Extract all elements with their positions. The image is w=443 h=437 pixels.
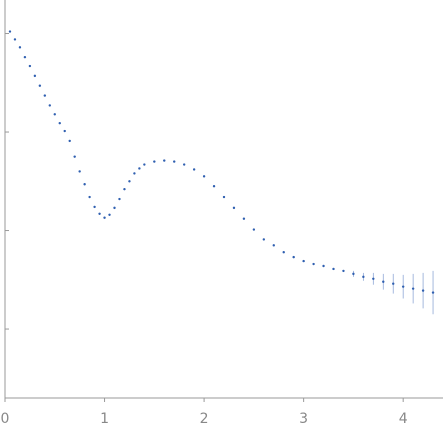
data-point (133, 172, 136, 175)
data-point (63, 129, 66, 133)
data-point (252, 228, 256, 231)
data-point (53, 113, 56, 116)
data-point (242, 217, 246, 220)
data-point (58, 121, 61, 125)
data-point (68, 139, 71, 143)
data-point (78, 170, 81, 173)
x-tick-label: 1 (100, 411, 109, 427)
data-point (143, 163, 146, 166)
data-point (88, 195, 91, 199)
data-point (411, 287, 415, 290)
data-point (13, 38, 17, 41)
data-point (362, 275, 365, 279)
data-point (272, 244, 275, 247)
x-tick-label: 3 (299, 411, 308, 427)
data-point (163, 159, 166, 162)
data-point (93, 205, 96, 209)
x-tick-label: 0 (1, 411, 10, 427)
data-point (332, 267, 335, 271)
data-point (113, 206, 116, 210)
data-point (118, 197, 121, 201)
data-point (138, 167, 141, 170)
data-point (83, 183, 86, 186)
data-point (38, 84, 42, 87)
data-point (421, 289, 425, 292)
x-tick-label: 2 (200, 411, 209, 427)
data-point (292, 255, 295, 259)
data-point (28, 64, 32, 68)
data-point (342, 269, 345, 273)
data-point (192, 168, 196, 171)
data-point (103, 216, 106, 219)
data-point (262, 238, 266, 241)
data-point (153, 160, 156, 163)
data-point (182, 163, 186, 166)
data-point (8, 30, 12, 33)
data-point (33, 74, 37, 78)
data-point (98, 212, 101, 215)
data-point (202, 175, 206, 178)
data-point (23, 55, 27, 59)
data-point (282, 251, 285, 254)
x-tick-label: 4 (399, 411, 408, 427)
data-point (352, 272, 355, 276)
data-point (18, 46, 22, 49)
data-point (232, 206, 236, 210)
data-point (372, 277, 375, 281)
data-point (302, 259, 305, 263)
data-point (73, 155, 76, 158)
data-point (431, 291, 435, 294)
data-point (222, 195, 226, 199)
data-point (392, 282, 395, 285)
data-point (212, 185, 216, 188)
data-point (382, 280, 385, 283)
data-point (43, 94, 47, 97)
data-point (123, 187, 126, 191)
data-point (48, 104, 51, 107)
data-point (312, 262, 315, 266)
data-point (401, 285, 405, 288)
data-point (108, 213, 111, 216)
data-point (173, 160, 176, 163)
data-point (128, 180, 131, 183)
data-point (322, 264, 325, 268)
